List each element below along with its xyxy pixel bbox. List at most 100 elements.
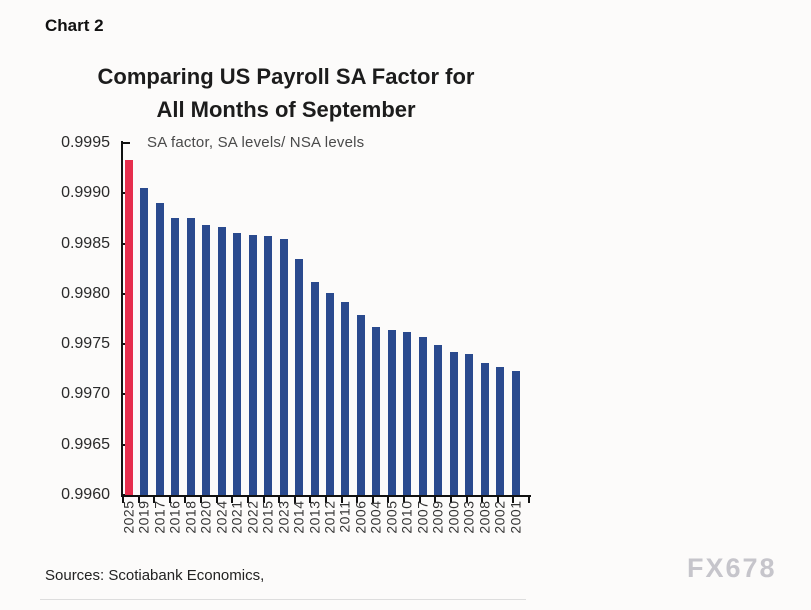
y-axis-label: 0.9990: [61, 184, 110, 202]
x-axis-label: 2009: [429, 500, 446, 534]
y-axis-label: 0.9970: [61, 385, 110, 403]
x-axis-label: 2019: [135, 500, 152, 534]
bar-2011: [341, 301, 350, 495]
x-axis-label: 2008: [476, 500, 493, 534]
x-axis-tick: [449, 497, 452, 503]
source-note: Sources: Scotiabank Economics,: [45, 567, 265, 584]
bar-2017: [155, 203, 164, 495]
x-axis-label: 2000: [445, 500, 462, 534]
plot-area: [122, 143, 528, 495]
x-axis-line: [121, 495, 531, 497]
y-axis-tick: [123, 142, 130, 144]
y-axis-line: [121, 141, 123, 497]
x-axis-tick: [122, 497, 124, 503]
x-axis-label: 2021: [228, 500, 245, 534]
x-axis-label: 2012: [321, 500, 338, 534]
x-axis-tick: [387, 497, 390, 503]
x-axis-tick: [325, 497, 327, 503]
x-axis-label: 2011: [336, 500, 353, 533]
bar-2022: [248, 234, 257, 495]
x-axis-label: 2024: [213, 500, 230, 534]
y-axis-label: 0.9995: [61, 134, 110, 151]
y-axis-label: 0.9960: [61, 486, 110, 503]
x-axis-tick: [293, 497, 296, 503]
x-axis-tick: [403, 497, 406, 503]
x-axis-label: 2005: [383, 500, 400, 534]
chart-title-line1: Comparing US Payroll SA Factor for: [97, 64, 475, 89]
x-axis-tick: [137, 497, 140, 503]
x-axis-tick: [231, 497, 234, 503]
x-axis-label: 2022: [244, 500, 261, 534]
bar-2008: [480, 363, 489, 495]
x-axis-tick: [153, 497, 156, 503]
chart-subtitle: SA factor, SA levels/ NSA levels: [147, 134, 365, 151]
x-axis-label: 2014: [290, 500, 307, 534]
bar-2019: [140, 188, 149, 495]
y-axis-label: 0.9980: [61, 284, 110, 302]
bar-2007: [418, 337, 427, 495]
y-axis-label: 0.9975: [61, 335, 110, 353]
bar-2018: [186, 218, 195, 495]
x-axis-tick: [309, 497, 312, 503]
x-axis-tick: [465, 497, 468, 503]
x-axis-label: 2010: [398, 500, 415, 534]
bar-2005: [387, 330, 396, 495]
x-axis-label: 2017: [151, 500, 168, 534]
x-axis-tick: [434, 497, 437, 503]
x-axis-label: 2020: [197, 500, 214, 534]
x-axis-label: 2018: [182, 500, 199, 534]
x-axis-label: 2001: [507, 500, 523, 534]
x-axis-tick: [528, 497, 530, 503]
bar-2014: [295, 258, 304, 495]
chart-title-line2: All Months of September: [156, 97, 416, 122]
x-axis-label: 2006: [352, 500, 369, 534]
x-axis-label: 2013: [306, 500, 323, 534]
x-axis-label: 2015: [259, 500, 276, 534]
x-axis-tick: [356, 497, 359, 503]
x-axis-label: 2023: [275, 500, 292, 534]
chart-label: Chart 2: [45, 16, 104, 35]
bar-2025: [125, 160, 133, 495]
bar-2020: [202, 225, 211, 495]
bar-2016: [171, 218, 180, 495]
x-axis-tick: [246, 497, 249, 503]
bar-2010: [403, 332, 412, 495]
bar-2003: [465, 354, 474, 495]
bar-2021: [233, 232, 242, 495]
x-axis-label: 2016: [166, 500, 183, 534]
x-axis-tick: [512, 497, 515, 503]
x-axis-tick: [200, 497, 203, 503]
x-axis-tick: [496, 497, 499, 503]
x-axis-tick: [278, 497, 281, 503]
bar-2006: [356, 314, 365, 495]
chart-title: Comparing US Payroll SA Factor for All M…: [40, 60, 532, 126]
x-axis-tick: [262, 497, 265, 503]
bar-2001: [511, 371, 520, 495]
y-axis-label: 0.9985: [61, 234, 110, 252]
y-axis-label: 0.9965: [61, 435, 110, 453]
watermark: FX678: [687, 553, 777, 583]
bar-2004: [372, 327, 381, 495]
bar-2000: [449, 352, 458, 495]
x-axis-tick: [340, 497, 343, 503]
bar-2023: [279, 238, 288, 495]
y-axis-tick: [123, 494, 130, 496]
x-axis-tick: [418, 497, 421, 503]
bar-2013: [310, 281, 319, 495]
x-axis-tick: [481, 497, 484, 503]
x-axis-tick: [215, 497, 218, 503]
x-axis-tick: [371, 497, 374, 503]
bar-2012: [325, 292, 334, 495]
x-axis-label: 2025: [120, 500, 137, 534]
bar-2015: [264, 235, 273, 495]
footer-divider: [40, 599, 526, 600]
x-axis-label: 2007: [414, 500, 431, 534]
x-axis-label: 2003: [460, 500, 477, 534]
bar-2002: [496, 367, 505, 495]
bar-2009: [434, 345, 443, 495]
x-axis-tick: [168, 497, 171, 503]
x-axis-tick: [184, 497, 187, 503]
bar-2024: [217, 227, 226, 495]
x-axis-label: 2002: [491, 500, 508, 534]
x-axis-label: 2004: [367, 500, 384, 534]
